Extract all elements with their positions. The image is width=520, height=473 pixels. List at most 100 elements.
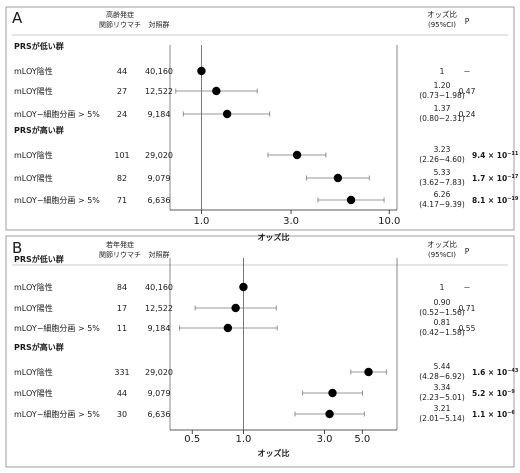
panel-a-p-header: P [465, 17, 470, 26]
row-p-value: － [463, 283, 471, 292]
panel-b-cases-header: 若年発症 [106, 240, 134, 249]
row-or-value: 6.26 [434, 190, 451, 199]
x-tick-label: 3.0 [283, 216, 299, 227]
row-cases: 44 [117, 67, 127, 76]
row-or-value: 3.23 [434, 145, 451, 154]
row-p-value: 0.24 [459, 110, 476, 119]
point-estimate [223, 323, 233, 333]
panel-a-ci-header: (95%CI) [428, 21, 456, 29]
x-tick-label: 3.0 [317, 434, 333, 445]
row-label: mLOY陰性 [14, 282, 53, 292]
row-p-value: 9.4 × 10−11 [472, 151, 519, 160]
panel-a-cases-header: 高齢発症 [106, 10, 134, 19]
row-or-value: 3.34 [434, 383, 451, 392]
point-estimate [328, 388, 337, 398]
panel-b-controls-header: 対照群 [149, 250, 170, 259]
row-label: mLOY−細胞分画 > 5% [14, 109, 100, 119]
point-estimate [239, 282, 248, 292]
row-p-value: 0.71 [459, 304, 476, 313]
panel-b-frame [5, 235, 515, 468]
row-label: mLOY陽性 [14, 173, 53, 183]
panel-b-p-header: P [465, 247, 470, 256]
panel-a-frame [5, 6, 515, 231]
group-title: PRSが低い群 [14, 41, 64, 51]
row-controls: 6,636 [148, 196, 171, 205]
row-label: mLOY陽性 [14, 388, 53, 398]
row-controls: 12,522 [145, 304, 173, 313]
row-or-value: 1.37 [434, 104, 451, 113]
x-tick-label: 1.0 [235, 434, 251, 445]
row-controls: 9,079 [148, 174, 171, 183]
row-cases: 71 [117, 196, 127, 205]
row-or-value: 0.81 [434, 318, 451, 327]
row-controls: 29,020 [145, 368, 173, 377]
row-label: mLOY−細胞分画 > 5% [14, 409, 100, 419]
x-tick-label: 10.0 [378, 216, 400, 227]
row-ci-value: (2.23−5.01) [419, 393, 465, 402]
row-or-value: 1.20 [434, 81, 451, 90]
row-p-value: 1.6 × 10−43 [472, 368, 519, 377]
row-ci-value: (3.62−7.83) [419, 178, 465, 187]
panel-b-ci-header: (95%CI) [428, 251, 456, 259]
row-p-value: 0.47 [459, 87, 476, 96]
row-cases: 84 [117, 283, 127, 292]
row-controls: 9,184 [148, 110, 171, 119]
row-controls: 40,160 [145, 283, 173, 292]
row-p-value: 5.2 × 10−9 [472, 389, 515, 398]
panel-b-label: B [12, 239, 22, 257]
x-axis-title: オッズ比 [258, 232, 290, 242]
row-cases: 17 [117, 304, 127, 313]
row-ci-value: (0.42−1.58) [419, 328, 465, 337]
row-controls: 9,079 [148, 389, 171, 398]
panel-a-or-header: オッズ比 [427, 9, 457, 19]
group-title: PRSが高い群 [14, 342, 64, 352]
row-label: mLOY−細胞分画 > 5% [14, 323, 100, 333]
row-p-value: 1.7 × 10−17 [472, 174, 519, 183]
row-ci-value: (0.73−1.98) [419, 91, 465, 100]
row-or-value: 3.21 [434, 404, 451, 413]
row-cases: 27 [117, 87, 127, 96]
row-cases: 101 [114, 151, 129, 160]
point-estimate [292, 150, 302, 160]
row-cases: 11 [117, 324, 127, 333]
row-p-value: 8.1 × 10−19 [472, 196, 519, 205]
x-axis-title: オッズ比 [258, 448, 290, 458]
point-estimate [333, 173, 343, 183]
x-tick-label: 1.0 [193, 216, 209, 227]
row-ci-value: (0.52−1.56) [419, 308, 465, 317]
row-p-value: － [463, 67, 471, 76]
row-cases: 82 [117, 174, 127, 183]
row-ci-value: (4.28−6.92) [419, 372, 465, 381]
row-label: mLOY陰性 [14, 150, 53, 160]
row-cases: 24 [117, 110, 127, 119]
row-or-value: 5.44 [434, 362, 451, 371]
row-cases: 331 [114, 368, 129, 377]
point-estimate [197, 66, 206, 76]
group-title: PRSが高い群 [14, 125, 64, 135]
row-label: mLOY陽性 [14, 86, 53, 96]
x-tick-label: 5.0 [354, 434, 370, 445]
panel-a-cases-header: 関節リウマチ [99, 20, 141, 29]
row-controls: 40,160 [145, 67, 173, 76]
panel-b-or-header: オッズ比 [427, 239, 457, 249]
row-label: mLOY陽性 [14, 303, 53, 313]
row-ci-value: (2.01−5.14) [419, 414, 465, 423]
row-label: mLOY陰性 [14, 367, 53, 377]
row-or-value: 0.90 [434, 298, 451, 307]
row-ci-value: (2.26−4.60) [419, 155, 465, 164]
point-estimate [364, 367, 373, 377]
panel-a-controls-header: 対照群 [149, 20, 170, 29]
row-p-value: 1.1 × 10−6 [472, 410, 515, 419]
row-controls: 12,522 [145, 87, 173, 96]
row-ci-value: (0.80−2.31) [419, 114, 465, 123]
panel-b-cases-header: 関節リウマチ [99, 250, 141, 259]
row-ci-value: (4.17−9.39) [419, 200, 465, 209]
point-estimate [346, 195, 356, 205]
row-or-value: 5.33 [434, 168, 451, 177]
row-cases: 44 [117, 389, 127, 398]
point-estimate [231, 303, 240, 313]
row-p-value: 0.55 [459, 324, 476, 333]
row-controls: 29,020 [145, 151, 173, 160]
row-cases: 30 [117, 410, 127, 419]
